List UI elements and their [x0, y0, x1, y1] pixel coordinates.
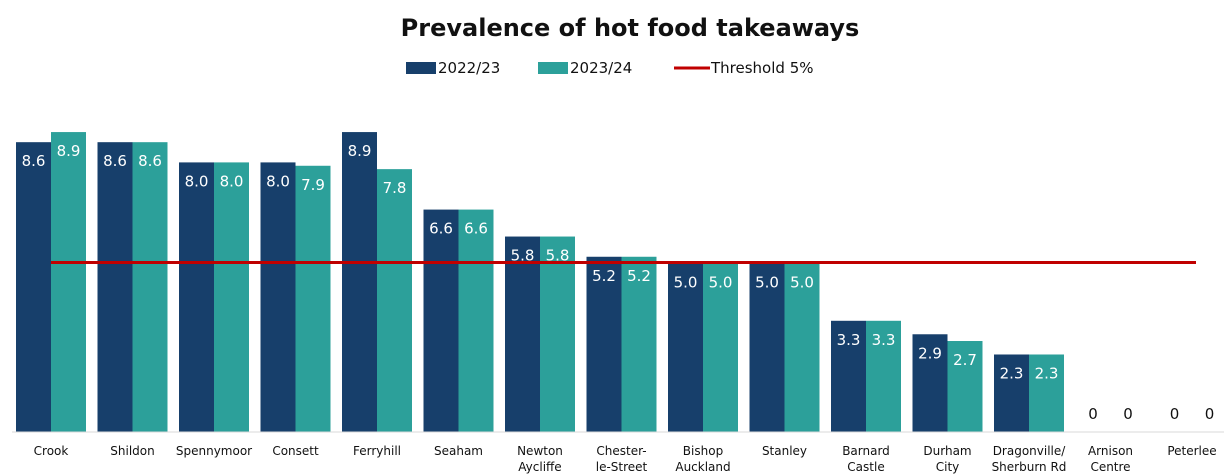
bar-2023-24-spennymoor: [214, 162, 249, 432]
data-label-2023-24-crook: 8.9: [57, 142, 81, 160]
legend-label-threshold: Threshold 5%: [710, 59, 814, 77]
legend-label-2023-24: 2023/24: [570, 59, 632, 77]
data-label-2022-23-peterlee: 0: [1170, 405, 1180, 423]
bar-2022-23-consett: [260, 162, 296, 432]
data-label-2023-24-spennymoor: 8.0: [220, 172, 244, 190]
data-label-2023-24-chester-le-street: 5.2: [627, 267, 651, 285]
data-label-2022-23-seaham: 6.6: [429, 220, 453, 238]
bar-2023-24-chester-le-street: [621, 256, 657, 432]
bar-2023-24-stanley: [784, 263, 820, 432]
data-label-2022-23-durham-city: 2.9: [918, 344, 942, 362]
bar-2022-23-barnard-castle: [831, 320, 866, 432]
category-label-seaham: Seaham: [434, 444, 483, 458]
data-label-2022-23-newton-aycliffe: 5.8: [511, 247, 535, 265]
category-label-newton-aycliffe: Newton Aycliffe: [517, 444, 563, 474]
bar-2023-24-newton-aycliffe: [540, 236, 575, 432]
bar-2023-24-seaham: [458, 209, 494, 432]
data-label-2023-24-consett: 7.9: [301, 176, 325, 194]
data-label-2023-24-arnison-centre: 0: [1123, 405, 1133, 423]
bar-2022-23-seaham: [423, 209, 459, 432]
bar-2022-23-dragonville-sherburn-rd: [994, 354, 1029, 432]
data-label-2022-23-dragonville-sherburn-rd: 2.3: [1000, 364, 1024, 382]
category-label-ferryhill: Ferryhill: [353, 444, 401, 458]
data-label-2023-24-newton-aycliffe: 5.8: [546, 247, 570, 265]
category-label-group: Crook Shildon Spennymoor Consett Ferryhill Se…: [34, 444, 1217, 474]
category-label-shildon: Shildon: [110, 444, 154, 458]
data-label-2022-23-shildon: 8.6: [103, 152, 127, 170]
category-label-stanley: Stanley: [762, 444, 807, 458]
bar-2022-23-bishop-auckland: [668, 263, 703, 432]
legend: 2022/23 2023/24 Threshold 5%: [406, 59, 814, 77]
data-label-2023-24-ferryhill: 7.8: [383, 179, 407, 197]
data-label-2023-24-barnard-castle: 3.3: [872, 331, 896, 349]
bar-2022-23-ferryhill: [342, 132, 377, 432]
data-label-2023-24-durham-city: 2.7: [953, 351, 977, 369]
bar-2023-24-dragonville-sherburn-rd: [1029, 354, 1064, 432]
bar-2023-24-ferryhill: [377, 169, 412, 432]
bar-2023-24-barnard-castle: [866, 320, 901, 432]
data-label-2022-23-consett: 8.0: [266, 172, 290, 190]
bar-2023-24-consett: [295, 165, 331, 432]
bar-2023-24-durham-city: [947, 341, 983, 432]
legend-swatch-2023-24: [538, 62, 568, 74]
bar-2022-23-chester-le-street: [586, 256, 622, 432]
category-label-durham-city: Durham City: [923, 444, 971, 474]
bar-2022-23-durham-city: [912, 334, 948, 432]
category-label-crook: Crook: [34, 444, 69, 458]
data-label-2023-24-bishop-auckland: 5.0: [709, 274, 733, 292]
data-label-2022-23-spennymoor: 8.0: [185, 172, 209, 190]
data-label-2022-23-arnison-centre: 0: [1088, 405, 1098, 423]
data-label-2022-23-chester-le-street: 5.2: [592, 267, 616, 285]
category-label-spennymoor: Spennymoor: [176, 444, 252, 458]
legend-swatch-2022-23: [406, 62, 436, 74]
legend-label-2022-23: 2022/23: [438, 59, 500, 77]
category-label-arnison-centre: Arnison Centre: [1088, 444, 1133, 474]
bar-2023-24-bishop-auckland: [703, 263, 738, 432]
bar-2022-23-newton-aycliffe: [505, 236, 540, 432]
bar-2023-24-crook: [51, 132, 86, 432]
chart-title: Prevalence of hot food takeaways: [401, 14, 860, 42]
data-label-2023-24-shildon: 8.6: [138, 152, 162, 170]
bar-2022-23-stanley: [749, 263, 785, 432]
bar-group: [16, 132, 1064, 432]
bar-2022-23-shildon: [97, 142, 133, 432]
category-label-bishop-auckland: Bishop Auckland: [675, 444, 730, 474]
category-label-peterlee: Peterlee: [1167, 444, 1216, 458]
data-label-2022-23-bishop-auckland: 5.0: [674, 274, 698, 292]
data-label-2023-24-seaham: 6.6: [464, 220, 488, 238]
category-label-consett: Consett: [272, 444, 319, 458]
bar-2022-23-crook: [16, 142, 51, 432]
data-label-2022-23-barnard-castle: 3.3: [837, 331, 861, 349]
category-label-dragonville-sherburn-rd: Dragonville/Sherburn Rd: [992, 444, 1067, 474]
bar-2022-23-spennymoor: [179, 162, 214, 432]
category-label-chester-le-street: Chester-le-Street: [596, 444, 648, 474]
data-label-2022-23-stanley: 5.0: [755, 274, 779, 292]
data-label-2022-23-crook: 8.6: [22, 152, 46, 170]
data-label-2023-24-dragonville-sherburn-rd: 2.3: [1035, 364, 1059, 382]
data-label-2022-23-ferryhill: 8.9: [348, 142, 372, 160]
data-label-2023-24-peterlee: 0: [1205, 405, 1215, 423]
bar-label-group: 8.6 8.9 8.6 8.6 8.0 8.0 8.0 7.9 8.9 7.8 6.6 6.6 5.8 5…: [22, 142, 1215, 423]
data-label-2023-24-stanley: 5.0: [790, 274, 814, 292]
bar-2023-24-shildon: [132, 142, 168, 432]
category-label-barnard-castle: Barnard Castle: [842, 444, 890, 474]
